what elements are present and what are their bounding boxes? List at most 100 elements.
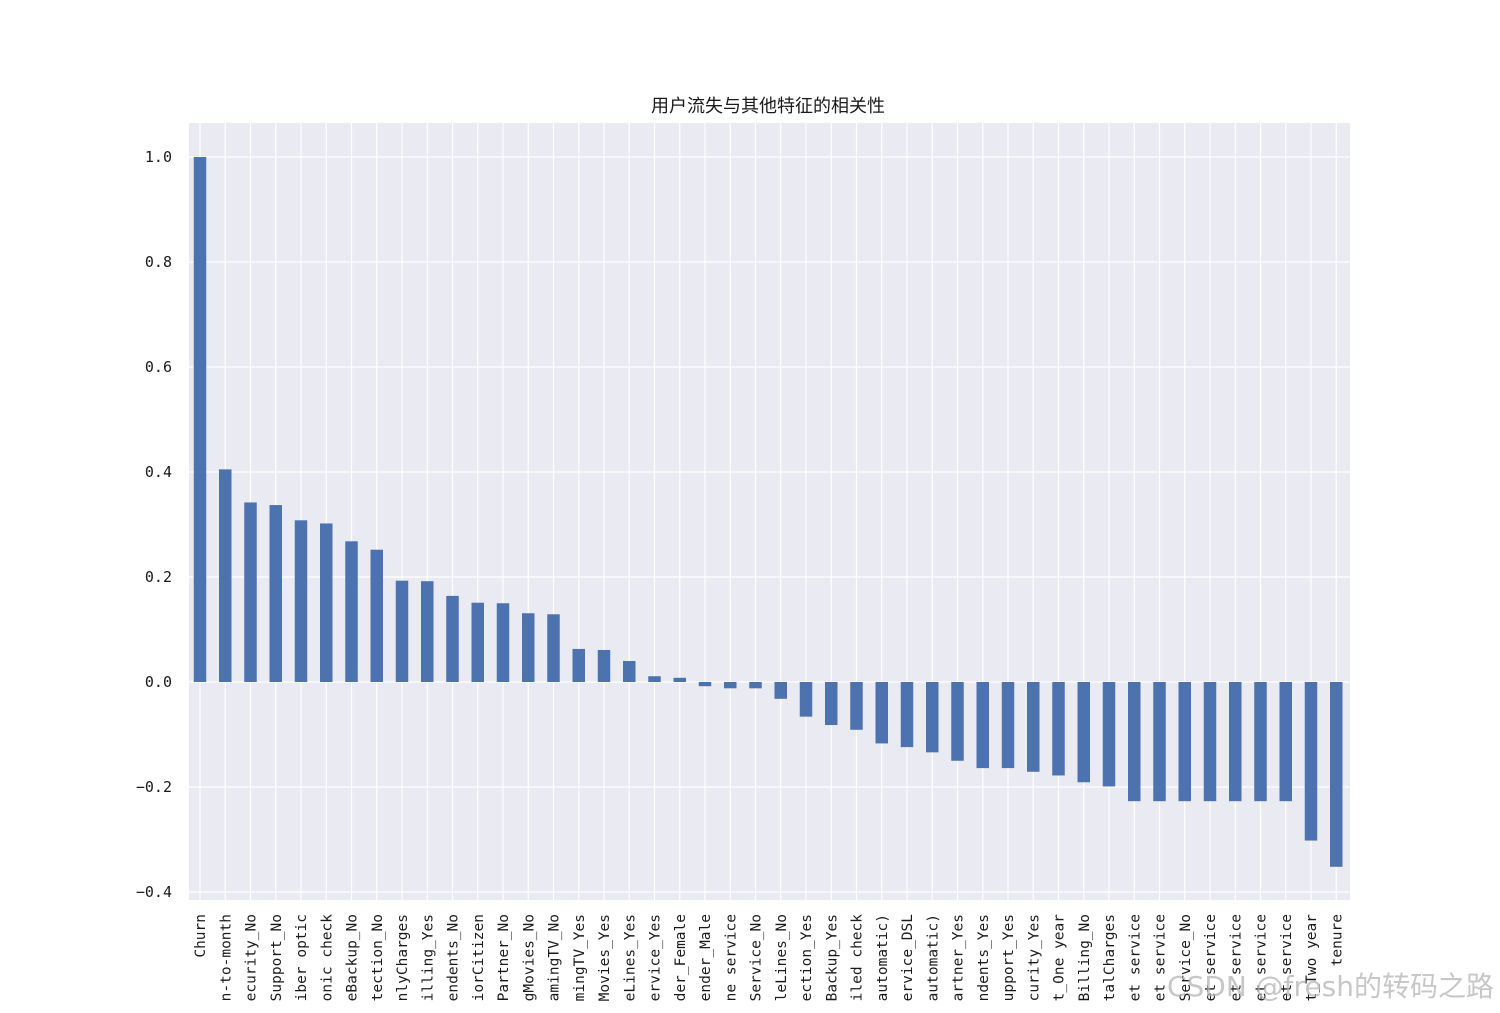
bar [522,613,535,682]
bar [698,682,712,687]
bar [1102,682,1116,787]
x-tick-label: automatic) [925,914,941,1001]
bar [547,614,560,682]
bar [774,682,787,699]
bar [976,682,989,769]
x-tick-label: et service [1254,914,1270,1001]
bar [395,580,409,682]
y-tick-label: −0.2 [136,778,172,796]
x-axis-ticks: Churn n-to-month ecurity_No Support_No iber … [193,914,1345,1002]
x-tick-label: t_One year [1052,914,1068,1002]
y-tick-label: −0.4 [136,883,172,901]
bar [1077,682,1090,783]
x-tick-label: Movies_Yes [597,914,613,1001]
x-tick-label: eLines_Yes [622,914,638,1001]
x-tick-label: n-to-month [218,914,234,1001]
bar [1203,682,1217,802]
y-axis-ticks: −0.4 −0.2 0.0 0.2 0.4 0.6 0.8 1.0 [136,148,172,901]
bar [1153,682,1166,802]
x-tick-label: ndents_Yes [976,914,992,1001]
x-tick-label: et service [1153,914,1169,1001]
bar [421,581,434,682]
bar [471,602,484,682]
bar [219,469,232,682]
bar [1001,682,1015,769]
x-tick-label: illing_Yes [420,914,436,1001]
bar [1052,682,1065,776]
bar [446,595,459,682]
x-tick-label: artner_Yes [951,914,967,1001]
x-tick-label: Service_No [1178,914,1194,1001]
bar [648,676,661,682]
x-tick-label: automatic) [875,914,891,1001]
x-tick-label: der_Female [673,914,689,1001]
bar [597,649,611,682]
bar [900,682,914,748]
x-tick-label: leLines_No [774,914,790,1001]
bar [1128,682,1141,802]
x-tick-label: curity_Yes [1026,914,1042,1001]
x-tick-label: Churn [193,914,209,958]
bar [193,157,207,682]
y-tick-label: 0.0 [145,673,172,691]
bar [572,648,585,682]
bar [1254,682,1267,802]
x-tick-label: tenure [1329,914,1345,966]
x-tick-label: t_Two year [1304,914,1320,1002]
x-tick-label: iber optic [294,914,310,1001]
bar [269,505,282,682]
y-tick-label: 1.0 [145,148,172,166]
bar [875,682,888,744]
chart-title: 用户流失与其他特征的相关性 [651,96,885,117]
bar [825,682,838,726]
x-tick-label: upport_Yes [1001,914,1017,1001]
y-tick-label: 0.6 [145,358,172,376]
plot-background [189,123,1350,900]
bar [370,549,383,682]
bar [926,682,939,753]
x-tick-label: et service [1203,914,1219,1001]
x-tick-label: nlyCharges [395,914,411,1001]
bar [799,682,813,717]
bar [850,682,863,730]
bar [623,661,636,682]
bar [749,682,762,689]
x-tick-label: endents_No [446,914,462,1001]
x-tick-label: iled check [850,914,866,1002]
bar [294,520,308,682]
x-tick-label: Support_No [269,914,285,1001]
x-tick-label: talCharges [1102,914,1118,1001]
x-tick-label: et service [1228,914,1244,1001]
x-tick-label: amingTV_No [547,914,563,1001]
x-tick-label: ection_Yes [799,914,815,1001]
x-tick-label: et service [1279,914,1295,1001]
bar [1178,682,1191,802]
x-tick-label: ervice_DSL [900,914,916,1002]
bar [345,541,358,682]
x-tick-label: ecurity_No [244,914,260,1001]
bar [496,603,510,682]
x-tick-label: mingTV_Yes [572,914,588,1001]
bar [1027,682,1040,772]
x-tick-label: onic check [319,914,335,1002]
bar [1330,682,1343,867]
x-tick-label: eBackup_No [345,914,361,1001]
y-tick-label: 0.4 [145,463,172,481]
x-tick-label: tection_No [370,914,386,1001]
x-tick-label: Partner_No [496,914,512,1001]
x-tick-label: Service_No [749,914,765,1001]
y-tick-label: 0.8 [145,253,172,271]
x-tick-label: Billing_No [1077,914,1093,1001]
y-tick-label: 0.2 [145,568,172,586]
x-tick-label: Backup_Yes [824,914,840,1001]
x-tick-label: gMovies_No [521,914,537,1001]
bars [193,157,1343,867]
bar [244,502,257,682]
x-tick-label: et service [1127,914,1143,1001]
x-tick-label: ender_Male [698,914,714,1001]
x-tick-label: ne service [723,914,739,1001]
bar [320,523,333,682]
bar [724,682,737,689]
bar [673,677,686,682]
